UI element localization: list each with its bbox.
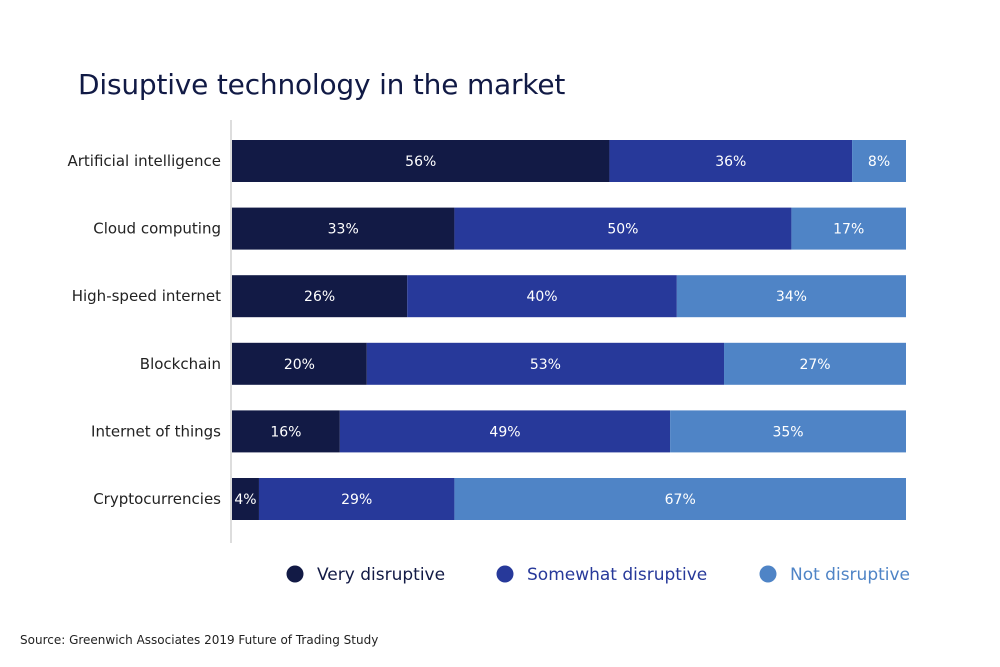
category-label-high-speed-internet: High-speed internet: [72, 287, 221, 305]
value-label-not-disruptive-artificial-intelligence: 8%: [868, 154, 890, 170]
bar-very-disruptive-high-speed-internet: [232, 275, 408, 318]
bar-very-disruptive-cloud-computing: [232, 207, 455, 250]
legend-label-somewhat-disruptive: Somewhat disruptive: [527, 565, 707, 585]
bar-somewhat-disruptive-internet-of-things: [339, 410, 671, 453]
value-label-somewhat-disruptive-cryptocurrencies: 29%: [341, 492, 372, 508]
value-label-not-disruptive-internet-of-things: 35%: [772, 424, 803, 440]
bar-not-disruptive-cryptocurrencies: [454, 478, 906, 520]
legend-marker-somewhat-disruptive: [496, 565, 514, 583]
value-label-very-disruptive-artificial-intelligence: 56%: [405, 154, 436, 170]
source-note: Source: Greenwich Associates 2019 Future…: [20, 633, 379, 647]
bar-somewhat-disruptive-high-speed-internet: [407, 275, 677, 318]
bar-somewhat-disruptive-cryptocurrencies: [258, 478, 455, 520]
bar-not-disruptive-cloud-computing: [791, 207, 906, 250]
value-label-not-disruptive-blockchain: 27%: [799, 357, 830, 373]
value-label-very-disruptive-internet-of-things: 16%: [270, 424, 301, 440]
chart-title: Disuptive technology in the market: [78, 68, 566, 101]
bar-somewhat-disruptive-cloud-computing: [454, 207, 792, 250]
category-label-blockchain: Blockchain: [140, 355, 221, 373]
bar-very-disruptive-internet-of-things: [232, 410, 340, 453]
bar-not-disruptive-blockchain: [724, 342, 906, 385]
value-label-not-disruptive-high-speed-internet: 34%: [776, 289, 807, 305]
legend-marker-very-disruptive: [286, 565, 304, 583]
bar-very-disruptive-cryptocurrencies: [232, 478, 259, 520]
bar-not-disruptive-artificial-intelligence: [852, 140, 906, 182]
value-label-somewhat-disruptive-cloud-computing: 50%: [607, 222, 638, 238]
value-label-somewhat-disruptive-blockchain: 53%: [530, 357, 561, 373]
value-label-very-disruptive-high-speed-internet: 26%: [304, 289, 335, 305]
category-label-artificial-intelligence: Artificial intelligence: [68, 152, 222, 170]
value-label-very-disruptive-cryptocurrencies: 4%: [234, 492, 256, 508]
value-label-very-disruptive-blockchain: 20%: [284, 357, 315, 373]
legend-marker-not-disruptive: [759, 565, 777, 583]
value-label-somewhat-disruptive-internet-of-things: 49%: [489, 424, 520, 440]
bar-very-disruptive-blockchain: [232, 342, 367, 385]
bar-very-disruptive-artificial-intelligence: [232, 140, 610, 182]
category-label-cryptocurrencies: Cryptocurrencies: [93, 490, 221, 508]
value-label-not-disruptive-cryptocurrencies: 67%: [665, 492, 696, 508]
value-label-not-disruptive-cloud-computing: 17%: [833, 222, 864, 238]
value-label-somewhat-disruptive-high-speed-internet: 40%: [526, 289, 557, 305]
value-label-very-disruptive-cloud-computing: 33%: [328, 222, 359, 238]
bar-not-disruptive-high-speed-internet: [676, 275, 906, 318]
legend-label-not-disruptive: Not disruptive: [790, 565, 910, 585]
category-label-internet-of-things: Internet of things: [91, 422, 221, 440]
legend-label-very-disruptive: Very disruptive: [317, 565, 445, 585]
value-label-somewhat-disruptive-artificial-intelligence: 36%: [715, 154, 746, 170]
bar-somewhat-disruptive-artificial-intelligence: [609, 140, 853, 182]
category-label-cloud-computing: Cloud computing: [93, 220, 221, 238]
bar-not-disruptive-internet-of-things: [670, 410, 906, 453]
bar-somewhat-disruptive-blockchain: [366, 342, 725, 385]
